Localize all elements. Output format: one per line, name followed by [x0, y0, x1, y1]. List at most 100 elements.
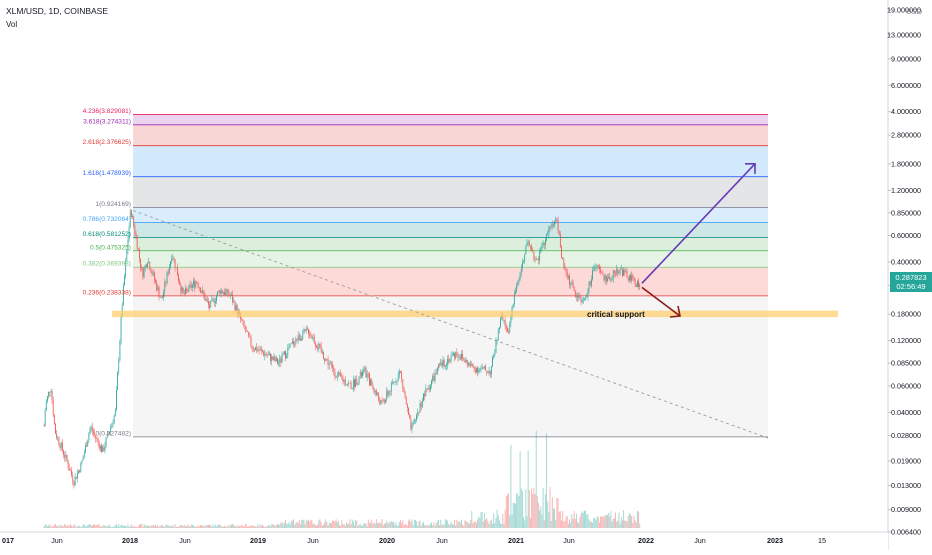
candle-body [461, 354, 462, 360]
candle-body [256, 347, 258, 352]
candle-body [402, 379, 404, 388]
x-tick-label: 15 [818, 536, 826, 545]
volume-bar [66, 525, 68, 528]
candle-body [57, 437, 59, 438]
volume-bar [551, 497, 553, 528]
candle-body [569, 276, 570, 285]
candle-body [248, 331, 250, 336]
candle-body [218, 290, 220, 292]
candle-body [517, 282, 519, 286]
volume-bar [197, 525, 199, 528]
fib-band [133, 145, 768, 177]
candle-body [469, 362, 470, 364]
candle-body [600, 269, 601, 272]
currency-label: USD [906, 7, 922, 16]
candle-body [149, 261, 151, 270]
volume-bar [596, 516, 598, 528]
candle-body [203, 290, 205, 295]
volume-bar [536, 495, 538, 528]
candle-body [417, 412, 419, 416]
volume-bar [130, 524, 132, 528]
candle-body [113, 415, 115, 423]
candle-body [386, 391, 388, 401]
candle-body [201, 292, 202, 294]
volume-bar [503, 523, 505, 528]
volume-bar [555, 520, 557, 528]
volume-bar [625, 520, 627, 528]
candle-body [601, 271, 603, 274]
volume-bar [440, 519, 442, 528]
candle-body [505, 326, 507, 329]
candle-body [607, 277, 608, 281]
volume-bar [242, 525, 244, 528]
volume-bar [110, 526, 112, 528]
candle-body [354, 379, 355, 387]
candle-body [396, 381, 398, 383]
volume-bar [400, 520, 401, 528]
candle-body [234, 301, 236, 311]
fib-band [133, 114, 768, 125]
candle-body [247, 331, 248, 332]
volume-bar [217, 524, 219, 528]
volume-bar [106, 526, 108, 528]
y-tick-label: 0.040000 [891, 408, 921, 417]
candle-body [541, 245, 543, 248]
candle-body [297, 335, 299, 341]
candle-body [318, 344, 320, 350]
volume-bar [302, 519, 304, 528]
candle-body [85, 445, 86, 453]
volume-bar [513, 503, 515, 528]
volume-bar [151, 525, 153, 528]
volume-bar [543, 520, 545, 528]
candle-body [187, 289, 189, 292]
volume-bar [409, 519, 411, 528]
candle-body [557, 219, 559, 231]
candle-body [102, 447, 104, 452]
candle-body [282, 354, 284, 355]
volume-bar [53, 524, 55, 528]
volume-bar [405, 524, 407, 528]
volume-bar [243, 526, 245, 528]
volume-bar [226, 526, 228, 528]
candle-body [622, 268, 623, 276]
volume-bar [439, 525, 441, 528]
volume-bar [283, 522, 285, 528]
volume-bar [566, 516, 568, 528]
candle-body [523, 261, 524, 263]
volume-bar [612, 518, 614, 528]
candle-body [507, 328, 508, 332]
candle-body [411, 424, 413, 430]
volume-bar [165, 524, 167, 528]
volume-bar [290, 520, 292, 528]
volume-bar [617, 520, 619, 528]
volume-bar [304, 524, 306, 528]
candle-body [526, 242, 528, 246]
volume-bar [158, 526, 160, 528]
volume-bar [44, 524, 46, 528]
volume-bar [337, 520, 339, 528]
fib-band [133, 124, 768, 146]
volume-bar [96, 524, 98, 528]
candle-body [595, 266, 597, 268]
candle-body [434, 373, 436, 382]
candle-body [325, 358, 327, 361]
candle-body [310, 335, 312, 336]
candle-body [388, 391, 390, 396]
volume-bar [595, 519, 597, 528]
volume-bar [83, 524, 85, 528]
volume-bar [474, 521, 476, 528]
candle-body [578, 295, 580, 298]
candle-body [616, 269, 618, 274]
volume-bar [462, 524, 464, 528]
candle-body [185, 288, 186, 294]
candle-body [133, 216, 135, 226]
volume-bar [222, 526, 224, 528]
candle-body [435, 373, 437, 374]
fib-band [133, 267, 768, 296]
candle-body [170, 261, 171, 267]
volume-bar [47, 526, 48, 528]
candle-body [47, 396, 48, 401]
volume-bar [610, 511, 612, 528]
symbol-title: XLM/USD, 1D, COINBASE [6, 6, 108, 16]
